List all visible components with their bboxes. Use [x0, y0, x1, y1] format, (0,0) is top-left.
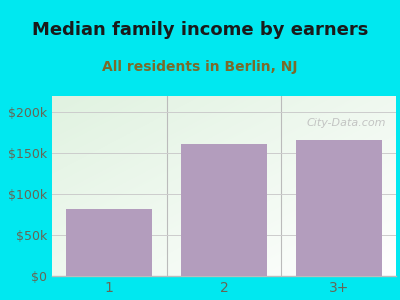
- Text: Median family income by earners: Median family income by earners: [32, 21, 368, 39]
- Bar: [66, 209, 152, 276]
- Text: All residents in Berlin, NJ: All residents in Berlin, NJ: [102, 60, 298, 74]
- Bar: [296, 140, 382, 276]
- Text: City-Data.com: City-Data.com: [306, 118, 386, 128]
- Bar: [181, 144, 267, 276]
